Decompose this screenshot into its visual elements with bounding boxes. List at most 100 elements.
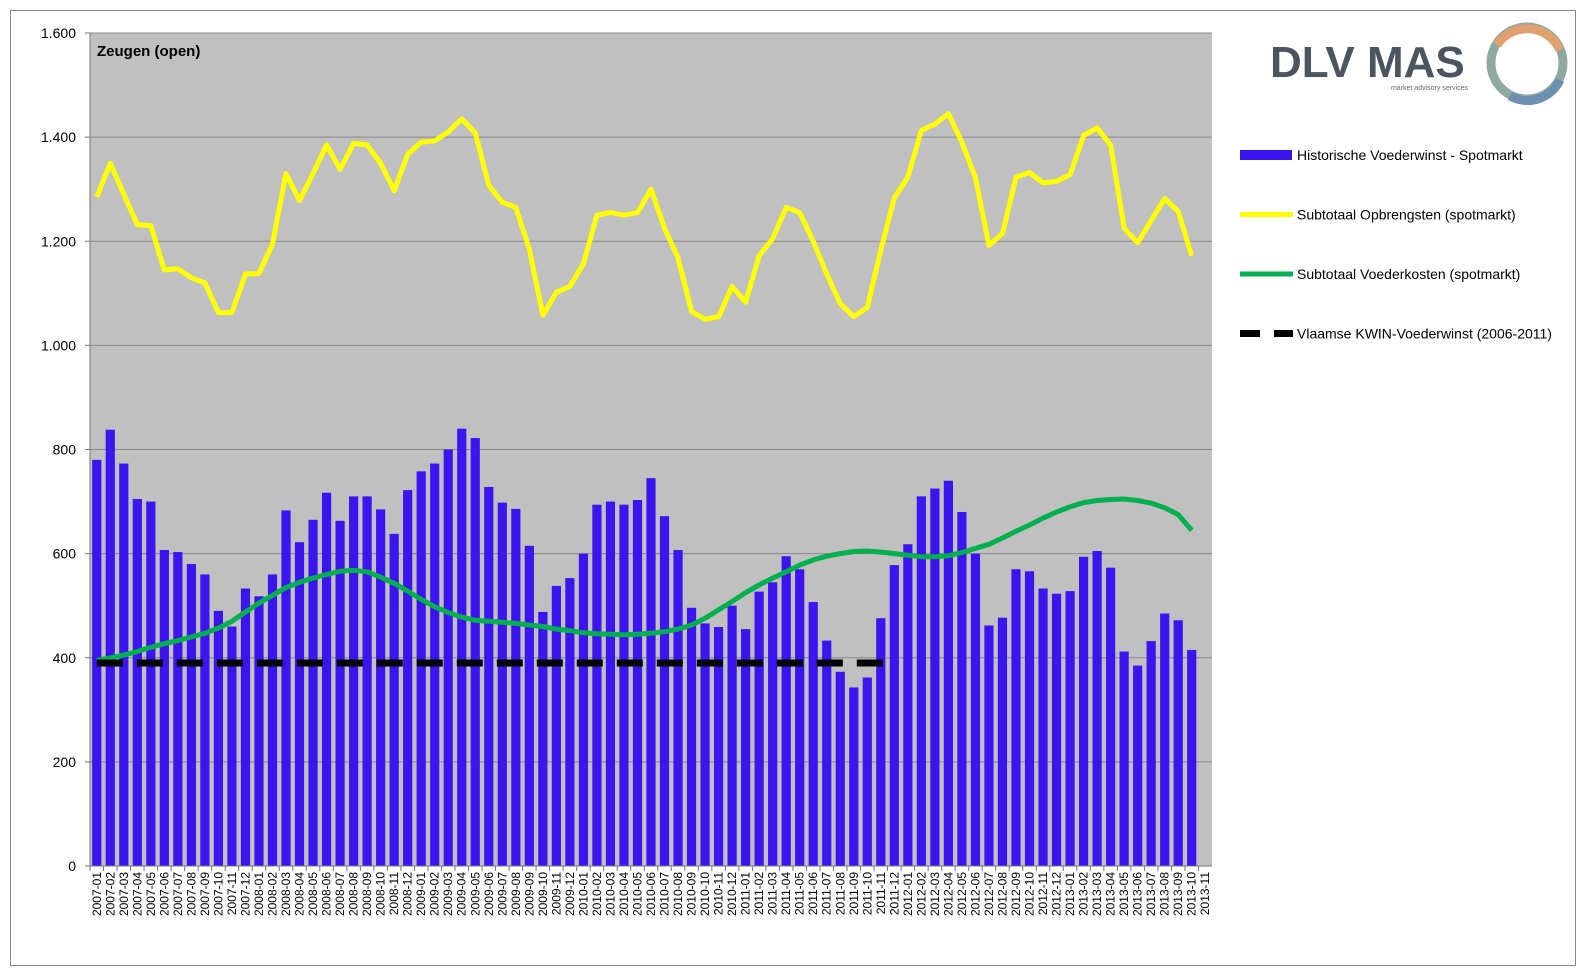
legend-label: Subtotaal Voederkosten (spotmarkt) xyxy=(1297,266,1520,282)
bar xyxy=(173,552,183,866)
x-tick-label: 2010-06 xyxy=(644,872,658,916)
x-tick-label: 2010-10 xyxy=(698,872,712,916)
x-tick-label: 2011-08 xyxy=(833,872,847,915)
bar xyxy=(822,640,832,866)
x-tick-label: 2011-05 xyxy=(793,872,807,915)
bar xyxy=(727,605,737,866)
bar xyxy=(376,509,386,866)
x-tick-label: 2011-03 xyxy=(766,872,780,915)
x-tick-label: 2010-05 xyxy=(630,872,644,916)
x-tick-label: 2013-08 xyxy=(1158,872,1172,916)
x-tick-label: 2011-06 xyxy=(806,872,820,915)
bar xyxy=(781,556,791,866)
x-tick-label: 2010-02 xyxy=(590,872,604,916)
x-tick-label: 2013-09 xyxy=(1171,872,1185,916)
x-tick-label: 2012-06 xyxy=(968,872,982,916)
bar xyxy=(659,516,670,866)
bar xyxy=(470,438,480,866)
x-tick-label: 2013-02 xyxy=(1077,872,1091,916)
x-tick-label: 2012-04 xyxy=(941,872,955,916)
y-tick-label: 1.000 xyxy=(41,337,76,353)
x-tick-label: 2011-11 xyxy=(874,872,888,915)
x-tick-label: 2007-04 xyxy=(130,872,144,916)
logo-tagline: market advisory services xyxy=(1391,85,1469,92)
marks xyxy=(92,111,1197,866)
y-tick-label: 1.600 xyxy=(41,25,76,41)
bar xyxy=(335,520,345,866)
x-tick-label: 2007-02 xyxy=(103,872,117,916)
bar xyxy=(808,602,818,866)
bar xyxy=(1038,588,1048,866)
y-tick-label: 0 xyxy=(68,858,76,874)
bar xyxy=(686,607,697,866)
bar xyxy=(159,549,169,866)
bar xyxy=(321,492,332,866)
x-tick-label: 2009-10 xyxy=(536,872,550,916)
y-tick-label: 800 xyxy=(53,442,77,458)
bar xyxy=(754,591,764,866)
x-tick-label: 2009-02 xyxy=(428,872,442,916)
x-tick-label: 2010-04 xyxy=(617,872,631,916)
bar xyxy=(1160,613,1170,866)
x-tick-label: 2012-08 xyxy=(995,872,1009,916)
bar xyxy=(186,564,196,866)
x-tick-label: 2008-12 xyxy=(401,872,415,916)
x-tick-label: 2007-01 xyxy=(90,872,104,916)
legend-label: Subtotaal Opbrengsten (spotmarkt) xyxy=(1297,207,1516,223)
bar xyxy=(970,553,981,866)
y-tick-label: 400 xyxy=(53,650,77,666)
x-tick-label: 2011-10 xyxy=(860,872,874,915)
bar xyxy=(632,500,643,866)
x-tick-label: 2009-12 xyxy=(563,872,577,916)
bar xyxy=(497,502,507,866)
x-tick-label: 2010-03 xyxy=(603,872,617,916)
x-tick-label: 2012-03 xyxy=(928,872,942,916)
x-tick-label: 2008-03 xyxy=(279,872,293,916)
bar xyxy=(551,585,561,866)
x-tick-label: 2013-11 xyxy=(1198,872,1212,915)
bar xyxy=(903,544,913,866)
x-tick-label: 2012-10 xyxy=(1023,872,1037,916)
bar xyxy=(768,582,778,866)
logo-ring-part xyxy=(1507,77,1565,106)
x-tick-label: 2013-06 xyxy=(1131,872,1145,916)
bar xyxy=(511,508,521,866)
x-tick-label: 2013-07 xyxy=(1144,872,1158,916)
logo: DLV MAS market advisory services xyxy=(1270,22,1568,106)
legend-label: Historische Voederwinst - Spotmarkt xyxy=(1297,147,1523,163)
bar xyxy=(713,627,724,866)
x-tick-label: 2010-08 xyxy=(671,872,685,916)
bar xyxy=(281,510,291,866)
bar xyxy=(943,480,953,866)
x-tick-label: 2008-07 xyxy=(333,872,347,916)
bar xyxy=(578,553,589,866)
bar xyxy=(200,574,210,866)
x-tick-label: 2009-08 xyxy=(509,872,523,916)
x-tick-label: 2007-10 xyxy=(211,872,225,916)
bar xyxy=(619,504,629,866)
bar xyxy=(916,496,926,866)
line xyxy=(96,496,1194,663)
bar xyxy=(538,611,548,866)
x-tick-label: 2007-08 xyxy=(184,872,198,916)
x-tick-label: 2012-01 xyxy=(901,872,915,916)
bar xyxy=(484,486,494,866)
bar xyxy=(416,471,426,866)
x-tick-label: 2007-11 xyxy=(225,872,239,915)
bar xyxy=(146,501,156,866)
x-tick-label: 2008-02 xyxy=(265,872,279,916)
bar xyxy=(119,463,129,866)
y-tick-label: 1.200 xyxy=(41,233,76,249)
bar xyxy=(132,498,142,866)
x-tick-label: 2011-01 xyxy=(739,872,753,915)
bar xyxy=(1065,591,1075,866)
bar xyxy=(457,428,467,866)
y-tick-label: 200 xyxy=(53,754,77,770)
bar xyxy=(362,496,372,866)
bar xyxy=(1187,649,1197,866)
x-tick-label: 2007-05 xyxy=(144,872,158,916)
logo-ring-part xyxy=(1493,24,1565,53)
line xyxy=(94,111,1195,322)
x-tick-label: 2008-05 xyxy=(306,872,320,916)
bar xyxy=(524,545,534,866)
